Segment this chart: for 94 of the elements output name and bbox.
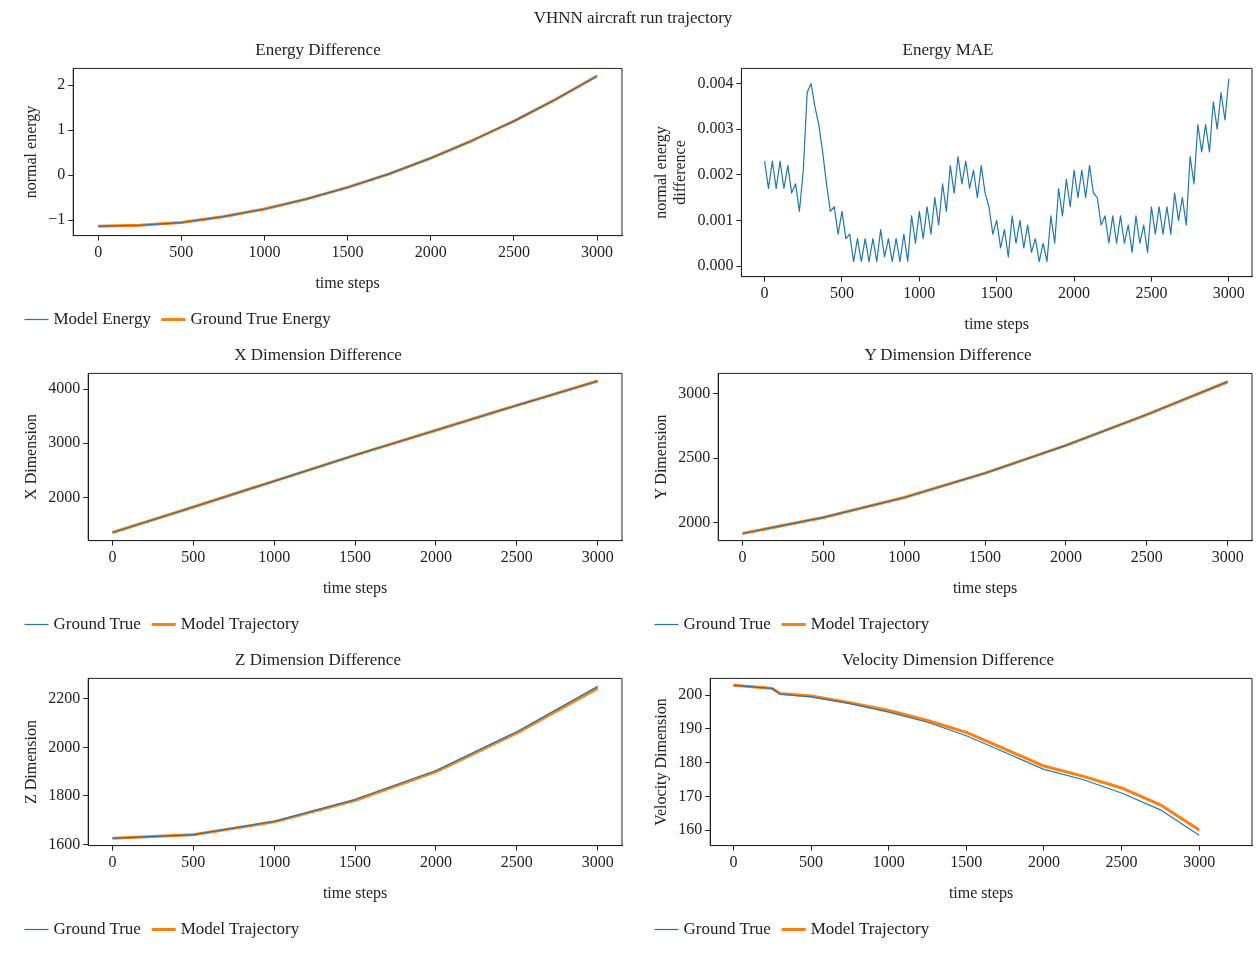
- x-tick-label: 2500: [1135, 284, 1168, 302]
- x-tick-label: 2500: [1130, 548, 1163, 566]
- y-tick-label: 0.004: [697, 73, 734, 91]
- x-tick-label: 500: [181, 548, 206, 566]
- y-tick-label: 0.001: [697, 210, 734, 228]
- legend-label: Model Energy: [53, 308, 152, 328]
- x-axis-title: time steps: [948, 883, 1014, 902]
- x-tick-label: 500: [181, 853, 206, 871]
- chart-title: Energy Difference: [255, 39, 381, 59]
- x-tick-label: 1500: [969, 548, 1002, 566]
- y-tick-label: 0: [57, 165, 66, 183]
- x-axis-title: time steps: [952, 578, 1018, 597]
- y-tick-label: 4000: [48, 379, 81, 397]
- legend-label: Model Trajectory: [810, 918, 930, 938]
- x-tick-label: 2500: [500, 548, 533, 566]
- y-axis-title: Velocity Dimension: [651, 698, 670, 826]
- y-axis-title: Y Dimension: [651, 414, 669, 500]
- x-tick-label: 1000: [248, 243, 281, 261]
- x-tick-label: 1500: [339, 548, 372, 566]
- x-tick-label: 2000: [419, 548, 452, 566]
- x-tick-label: 1000: [258, 548, 291, 566]
- x-tick-label: 3000: [1183, 853, 1216, 871]
- y-axis-title: normal energy: [21, 105, 40, 199]
- x-tick-label: 1000: [888, 548, 921, 566]
- y-tick-label: 200: [678, 685, 703, 703]
- x-tick-label: 1000: [258, 853, 291, 871]
- x-tick-label: 2000: [1027, 853, 1060, 871]
- y-tick-label: −1: [48, 210, 66, 228]
- legend-label: Ground True Energy: [190, 308, 332, 328]
- chart-title: Y Dimension Difference: [864, 344, 1032, 364]
- text: VHNN aircraft run trajectory: [532, 8, 734, 28]
- x-tick-label: 2500: [497, 243, 530, 261]
- y-tick-label: 0.000: [697, 256, 734, 274]
- x-tick-label: 3000: [581, 548, 614, 566]
- legend-label: Ground True: [53, 613, 141, 633]
- y-tick-label: 160: [678, 820, 703, 838]
- y-axis-title: X Dimension: [21, 414, 39, 500]
- x-tick-label: 3000: [581, 853, 614, 871]
- x-tick-label: 1000: [903, 284, 936, 302]
- x-tick-label: 2500: [500, 853, 533, 871]
- x-tick-label: 500: [799, 853, 824, 871]
- x-tick-label: 3000: [1212, 284, 1245, 302]
- x-axis-title: time steps: [322, 883, 388, 902]
- x-tick-label: 500: [811, 548, 836, 566]
- y-tick-label: 2200: [48, 689, 81, 707]
- x-axis-title: time steps: [964, 314, 1029, 333]
- legend-label: Model Trajectory: [180, 613, 300, 633]
- y-tick-label: 2: [57, 75, 66, 93]
- x-axis-title: time steps: [322, 578, 388, 597]
- legend-label: Model Trajectory: [180, 918, 300, 938]
- x-tick-label: 500: [829, 284, 854, 302]
- legend-label: Ground True: [683, 613, 771, 633]
- legend-label: Model Trajectory: [810, 613, 930, 633]
- y-tick-label: 190: [678, 719, 703, 737]
- chart-title: Z Dimension Difference: [235, 649, 401, 669]
- x-tick-label: 2000: [414, 243, 447, 261]
- y-tick-label: 3000: [678, 384, 711, 402]
- x-tick-label: 2000: [1058, 284, 1091, 302]
- y-axis-title: normal energy difference: [651, 126, 688, 219]
- y-tick-label: 1800: [48, 786, 81, 804]
- x-tick-label: 3000: [581, 243, 614, 261]
- x-tick-label: 1500: [331, 243, 364, 261]
- y-tick-label: 2500: [678, 448, 711, 466]
- x-tick-label: 2000: [419, 853, 452, 871]
- chart-title: Energy MAE: [902, 39, 994, 59]
- x-tick-label: 2500: [1105, 853, 1138, 871]
- y-tick-label: 170: [678, 786, 703, 804]
- x-tick-label: 0: [760, 284, 769, 302]
- x-tick-label: 1500: [339, 853, 372, 871]
- x-tick-label: 1500: [950, 853, 983, 871]
- y-tick-label: 0.002: [697, 164, 734, 182]
- x-tick-label: 3000: [1211, 548, 1244, 566]
- chart-title: X Dimension Difference: [234, 344, 402, 364]
- y-tick-label: 2000: [48, 487, 81, 505]
- legend-label: Ground True: [683, 918, 771, 938]
- x-tick-label: 0: [108, 853, 117, 871]
- x-axis-title: time steps: [315, 273, 380, 292]
- y-tick-label: 2000: [48, 737, 81, 755]
- y-tick-label: 1: [57, 120, 66, 138]
- chart-title: Velocity Dimension Difference: [841, 649, 1055, 669]
- legend-label: Ground True: [53, 918, 141, 938]
- y-tick-label: 1600: [48, 834, 81, 852]
- y-axis-title: Z Dimension: [21, 720, 39, 804]
- x-tick-label: 0: [738, 548, 747, 566]
- y-tick-label: 3000: [48, 433, 81, 451]
- x-tick-label: 2000: [1049, 548, 1082, 566]
- x-tick-label: 500: [169, 243, 194, 261]
- y-tick-label: 2000: [678, 512, 711, 530]
- y-tick-label: 180: [678, 752, 703, 770]
- x-tick-label: 0: [94, 243, 103, 261]
- x-tick-label: 1500: [980, 284, 1013, 302]
- y-tick-label: 0.003: [697, 119, 734, 137]
- x-tick-label: 0: [108, 548, 117, 566]
- x-tick-label: 1000: [872, 853, 905, 871]
